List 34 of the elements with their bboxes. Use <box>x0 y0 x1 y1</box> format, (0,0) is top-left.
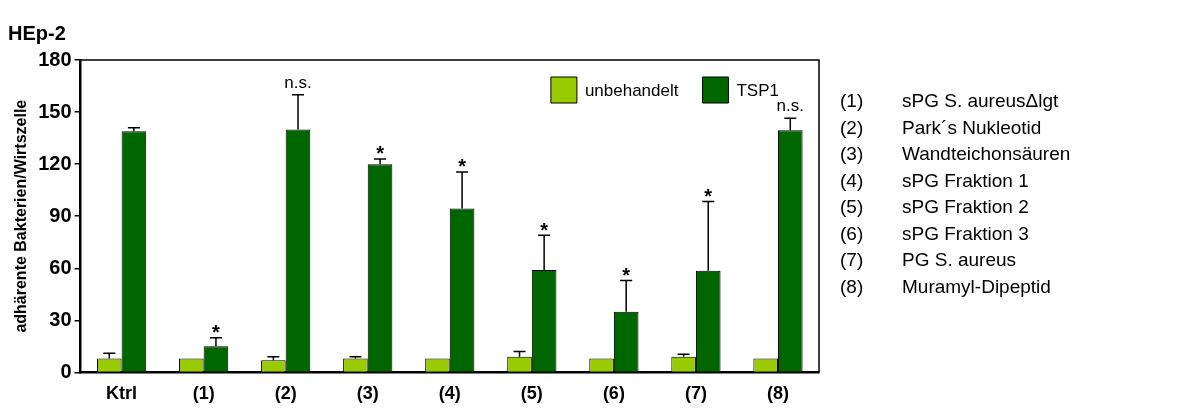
annotation: * <box>212 321 221 344</box>
annotation: * <box>376 142 385 165</box>
text: (7) PG S. aureus <box>840 249 1017 270</box>
x-tick-label: (3) <box>356 383 379 404</box>
x-tick-label: (1) <box>192 383 215 404</box>
text: (2) Park´s Nukleotid <box>840 116 1042 138</box>
legend-label: unbehandelt <box>584 80 679 100</box>
x-tick-label: (5) <box>520 383 543 404</box>
x-tick-label: (7) <box>684 383 707 404</box>
y-tick-label: 0 <box>60 359 72 382</box>
y-tick-label: 30 <box>49 307 72 330</box>
x-tick-label: (8) <box>766 383 789 404</box>
text: (4) sPG Fraktion 1 <box>840 169 1029 191</box>
y-tick-label: 150 <box>38 99 72 122</box>
text: (8) Muramyl-Dipeptid <box>840 275 1051 297</box>
y-tick-label: 180 <box>38 47 72 70</box>
y-axis-title: adhärente Bakterien/Wirtszelle <box>12 99 30 333</box>
y-tick-label: 60 <box>49 255 72 278</box>
x-tick-label: (6) <box>602 383 625 404</box>
y-tick-label: 90 <box>49 203 72 226</box>
x-tick-label: (2) <box>274 383 297 404</box>
text: (1) sPG S. aureusΔlgt <box>840 90 1059 111</box>
x-tick-label: Ktrl <box>106 383 138 404</box>
x-tick-label: (4) <box>438 383 461 404</box>
text: (3) Wandteichonsäuren <box>840 143 1071 164</box>
annotation: n.s. <box>284 72 312 92</box>
annotation: * <box>704 184 713 207</box>
y-tick-label: 120 <box>38 151 72 174</box>
text: (5) sPG Fraktion 2 <box>840 196 1029 217</box>
annotation: * <box>622 263 631 286</box>
text: (6) sPG Fraktion 3 <box>840 222 1029 244</box>
annotation: * <box>458 155 467 178</box>
chart-title: HEp-2 <box>8 21 66 44</box>
annotation: * <box>540 218 549 241</box>
